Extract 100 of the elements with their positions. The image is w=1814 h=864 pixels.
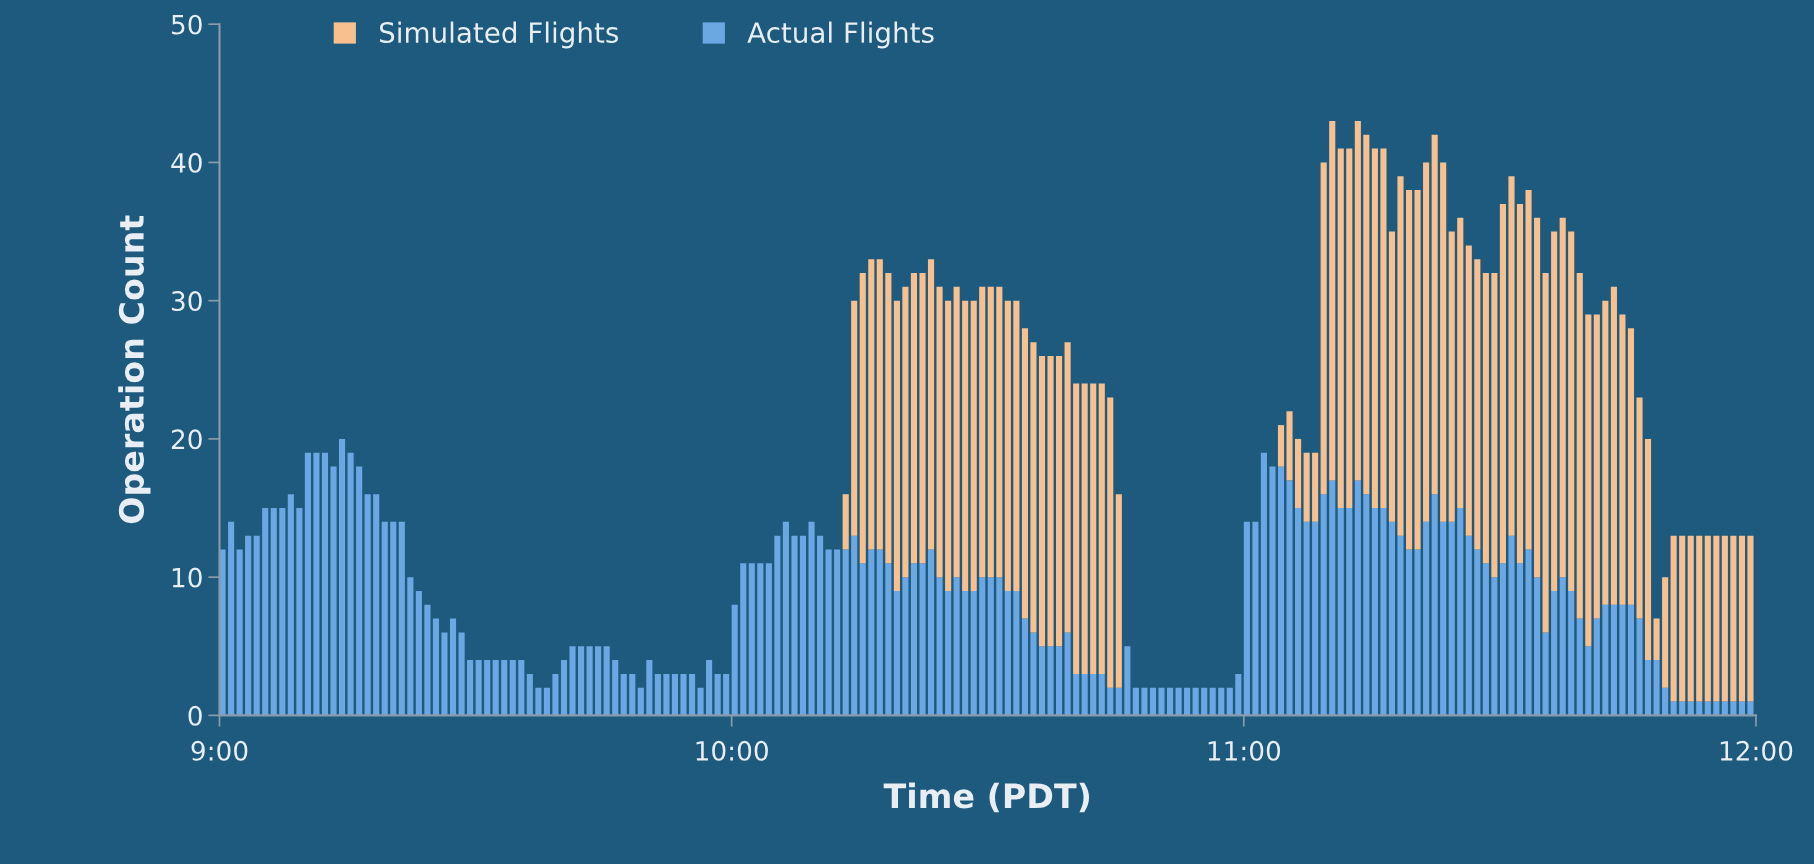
bar — [637, 687, 644, 716]
bar — [979, 577, 986, 716]
bar — [313, 452, 320, 716]
bar — [1397, 176, 1404, 536]
bar — [304, 452, 311, 716]
legend-label: Simulated Flights — [379, 21, 618, 49]
bar — [279, 508, 286, 716]
bar — [902, 286, 909, 578]
bar — [723, 673, 730, 716]
x-tick-label: 9:00 — [191, 740, 248, 761]
bar — [1337, 508, 1344, 716]
bar — [1312, 452, 1319, 522]
bar — [1252, 521, 1259, 716]
bar — [1132, 687, 1139, 716]
bar — [381, 521, 388, 716]
bar — [390, 521, 397, 716]
bar — [1662, 687, 1669, 716]
bar — [654, 673, 661, 716]
bar — [1354, 480, 1361, 716]
bar — [706, 660, 713, 716]
bar — [1149, 687, 1157, 716]
bar — [646, 660, 653, 716]
bar — [1295, 508, 1302, 716]
bar — [415, 590, 422, 716]
bar — [868, 549, 875, 716]
x-tick-label: 10:00 — [696, 740, 768, 761]
bar — [1098, 673, 1105, 716]
bar — [1004, 590, 1011, 716]
bar — [1260, 452, 1267, 716]
bar — [1141, 687, 1148, 716]
bar — [859, 273, 866, 564]
bar — [467, 660, 474, 716]
bar — [663, 673, 670, 716]
bar — [1730, 535, 1737, 702]
bar — [1653, 618, 1660, 661]
bar — [1081, 673, 1088, 716]
bar — [1346, 148, 1353, 509]
bar — [1166, 687, 1174, 716]
bar — [1320, 162, 1327, 495]
bar — [1021, 618, 1028, 716]
bar — [441, 632, 448, 716]
bar — [1184, 687, 1191, 716]
bar — [893, 590, 900, 716]
bar — [492, 660, 499, 716]
bar — [842, 549, 849, 716]
bar — [680, 673, 687, 716]
bar — [475, 660, 482, 716]
bar — [1047, 355, 1054, 647]
bar — [1738, 535, 1746, 702]
bar — [1465, 535, 1472, 716]
bar — [1243, 521, 1250, 716]
bar — [330, 466, 337, 716]
bar — [1055, 646, 1063, 716]
bar — [560, 660, 568, 716]
bar — [1115, 494, 1122, 688]
bar — [518, 660, 525, 716]
bar — [1295, 438, 1302, 509]
bar — [321, 452, 329, 716]
bar — [1414, 549, 1421, 716]
bar — [1499, 203, 1506, 564]
bar — [1013, 590, 1020, 716]
bar — [1696, 535, 1703, 702]
bar — [1593, 618, 1600, 716]
bar — [1619, 314, 1626, 605]
bar — [543, 687, 550, 716]
bar — [236, 549, 243, 716]
bar — [449, 618, 457, 716]
bar — [1269, 466, 1276, 716]
bar — [1030, 632, 1037, 716]
bar — [629, 673, 636, 716]
bar — [1047, 646, 1054, 716]
bar — [1303, 521, 1310, 716]
bar — [1457, 508, 1464, 716]
bar — [1303, 452, 1310, 522]
bar — [1679, 535, 1686, 702]
bar — [1534, 217, 1541, 578]
bar — [970, 300, 977, 591]
bar — [1414, 190, 1421, 550]
bar — [1175, 687, 1182, 716]
y-tick-label: 10 — [172, 567, 202, 588]
bar — [1013, 300, 1020, 591]
bar — [1209, 687, 1216, 716]
bar — [1320, 494, 1327, 716]
bar — [859, 563, 866, 716]
bar — [936, 577, 943, 716]
bar — [1004, 300, 1011, 591]
bar — [817, 535, 824, 716]
bar — [902, 577, 909, 716]
bar — [799, 535, 807, 716]
bar — [245, 535, 252, 716]
bar — [1286, 480, 1293, 716]
bar — [1568, 590, 1575, 716]
bar — [825, 549, 832, 716]
bar — [1516, 563, 1524, 716]
bar — [1602, 604, 1609, 716]
bar — [962, 590, 969, 716]
bar — [1516, 203, 1524, 564]
bar — [1542, 632, 1549, 716]
bar — [1124, 646, 1131, 716]
y-tick-label: 40 — [171, 152, 202, 173]
